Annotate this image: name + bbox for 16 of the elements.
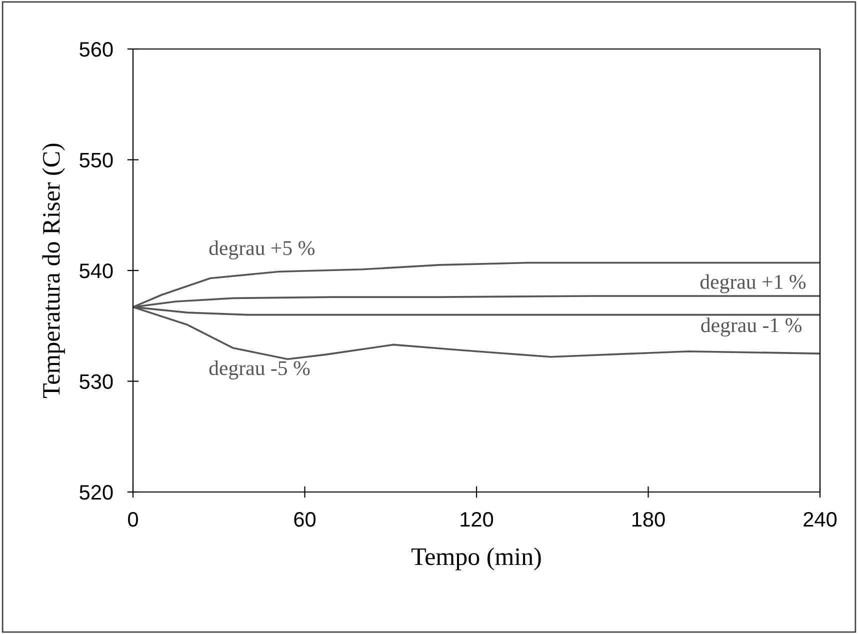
- x-axis-title: Tempo (min): [412, 548, 541, 570]
- x-tick-label: 60: [294, 512, 316, 527]
- y-tick-label: 550: [80, 152, 113, 168]
- x-tick-label: 240: [804, 512, 837, 527]
- x-tick-label: 0: [128, 512, 138, 527]
- x-tick-label: 180: [632, 512, 665, 527]
- y-tick-label: 530: [80, 374, 113, 390]
- x-tick-label: 120: [460, 512, 494, 527]
- series-label: degrau +5 %: [209, 240, 314, 260]
- series-label: degrau -1 %: [701, 318, 802, 337]
- y-tick-label: 520: [80, 485, 113, 500]
- y-axis-title: Temperatura do Riser (C): [42, 144, 65, 398]
- series-label: degrau +1 %: [700, 274, 806, 294]
- series-label: degrau -5 %: [209, 360, 310, 380]
- y-tick-label: 560: [80, 42, 113, 57]
- y-tick-label: 540: [80, 264, 113, 278]
